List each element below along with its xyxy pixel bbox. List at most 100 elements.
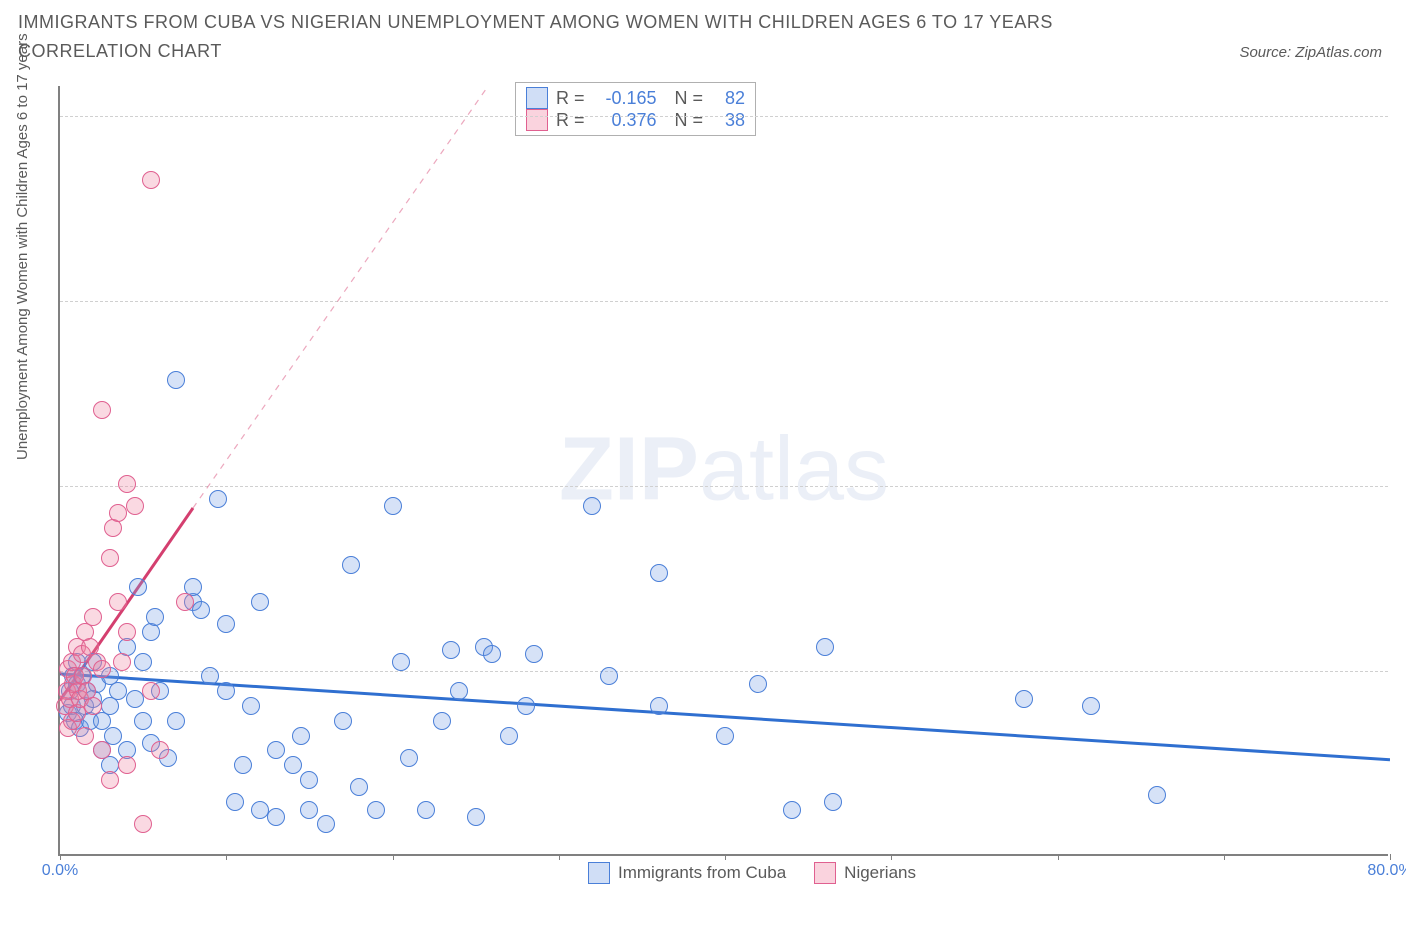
chart-title: IMMIGRANTS FROM CUBA VS NIGERIAN UNEMPLO…: [18, 8, 1118, 66]
data-point: [442, 641, 460, 659]
x-tick: [60, 854, 61, 860]
data-point: [126, 690, 144, 708]
data-point: [300, 801, 318, 819]
x-tick: [1224, 854, 1225, 860]
legend-label: Nigerians: [844, 863, 916, 883]
data-point: [209, 490, 227, 508]
data-point: [118, 475, 136, 493]
data-point: [467, 808, 485, 826]
data-point: [334, 712, 352, 730]
data-point: [450, 682, 468, 700]
data-point: [417, 801, 435, 819]
source-attribution: Source: ZipAtlas.com: [1239, 44, 1382, 61]
data-point: [217, 682, 235, 700]
data-point: [517, 697, 535, 715]
stat-n-value: 82: [711, 88, 745, 109]
data-point: [342, 556, 360, 574]
legend-swatch: [588, 862, 610, 884]
stat-r-value: 0.376: [593, 110, 657, 131]
data-point: [317, 815, 335, 833]
data-point: [93, 741, 111, 759]
data-point: [1015, 690, 1033, 708]
data-point: [134, 815, 152, 833]
legend-item: Immigrants from Cuba: [588, 862, 786, 884]
data-point: [251, 801, 269, 819]
stat-n-label: N =: [675, 110, 704, 131]
data-point: [118, 623, 136, 641]
x-tick: [1390, 854, 1391, 860]
legend-swatch: [526, 109, 548, 131]
x-tick: [559, 854, 560, 860]
data-point: [267, 808, 285, 826]
data-point: [192, 601, 210, 619]
stat-r-label: R =: [556, 88, 585, 109]
gridline-h: [60, 116, 1388, 117]
data-point: [151, 741, 169, 759]
data-point: [134, 653, 152, 671]
data-point: [217, 615, 235, 633]
stat-r-label: R =: [556, 110, 585, 131]
data-point: [350, 778, 368, 796]
watermark: ZIPatlas: [559, 419, 889, 522]
legend-item: Nigerians: [814, 862, 916, 884]
x-tick: [393, 854, 394, 860]
x-tick-label: 80.0%: [1367, 862, 1406, 880]
plot-area: ZIPatlas R =-0.165N =82R =0.376N =38 Imm…: [58, 86, 1388, 856]
stat-r-value: -0.165: [593, 88, 657, 109]
data-point: [367, 801, 385, 819]
correlation-stats-box: R = -0.165 N = 82R = 0.376 N = 38: [515, 82, 756, 136]
legend-swatch: [814, 862, 836, 884]
data-point: [242, 697, 260, 715]
data-point: [600, 667, 618, 685]
data-point: [1148, 786, 1166, 804]
data-point: [234, 756, 252, 774]
legend-label: Immigrants from Cuba: [618, 863, 786, 883]
data-point: [129, 578, 147, 596]
data-point: [483, 645, 501, 663]
data-point: [433, 712, 451, 730]
stat-n-value: 38: [711, 110, 745, 131]
data-point: [167, 371, 185, 389]
gridline-h: [60, 301, 1388, 302]
data-point: [118, 756, 136, 774]
data-point: [749, 675, 767, 693]
legend-swatch: [526, 87, 548, 109]
data-point: [146, 608, 164, 626]
data-point: [93, 401, 111, 419]
data-point: [284, 756, 302, 774]
data-point: [142, 682, 160, 700]
data-point: [84, 608, 102, 626]
gridline-h: [60, 486, 1388, 487]
data-point: [104, 727, 122, 745]
data-point: [84, 697, 102, 715]
series-legend: Immigrants from Cuba Nigerians: [588, 862, 916, 884]
x-tick: [226, 854, 227, 860]
data-point: [392, 653, 410, 671]
data-point: [292, 727, 310, 745]
stats-row: R = 0.376 N = 38: [520, 109, 751, 131]
stats-row: R =-0.165N =82: [520, 87, 751, 109]
data-point: [251, 593, 269, 611]
data-point: [300, 771, 318, 789]
data-point: [201, 667, 219, 685]
x-tick-label: 0.0%: [42, 862, 78, 880]
data-point: [650, 697, 668, 715]
data-point: [76, 727, 94, 745]
data-point: [126, 497, 144, 515]
data-point: [134, 712, 152, 730]
data-point: [400, 749, 418, 767]
data-point: [816, 638, 834, 656]
data-point: [716, 727, 734, 745]
data-point: [226, 793, 244, 811]
data-point: [1082, 697, 1100, 715]
data-point: [101, 549, 119, 567]
data-point: [101, 771, 119, 789]
x-tick: [1058, 854, 1059, 860]
data-point: [109, 682, 127, 700]
data-point: [500, 727, 518, 745]
data-point: [93, 660, 111, 678]
data-point: [583, 497, 601, 515]
data-point: [384, 497, 402, 515]
data-point: [142, 171, 160, 189]
data-point: [109, 504, 127, 522]
